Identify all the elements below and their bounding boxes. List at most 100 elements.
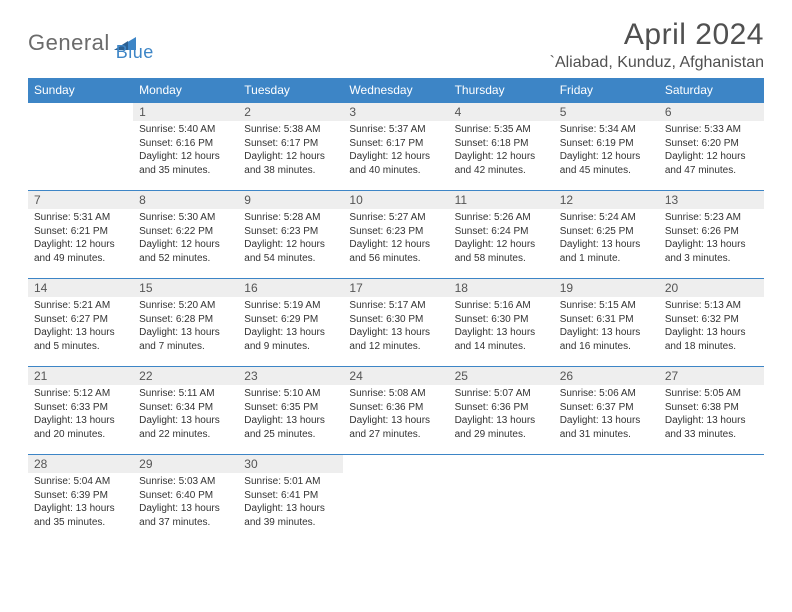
weekday-header: Friday <box>554 78 659 103</box>
weekday-header: Wednesday <box>343 78 448 103</box>
day-details: Sunrise: 5:21 AMSunset: 6:27 PMDaylight:… <box>28 297 133 357</box>
day-details: Sunrise: 5:20 AMSunset: 6:28 PMDaylight:… <box>133 297 238 357</box>
weekday-header: Thursday <box>449 78 554 103</box>
calendar-week-row: 14Sunrise: 5:21 AMSunset: 6:27 PMDayligh… <box>28 279 764 367</box>
day-number: 7 <box>28 191 133 209</box>
day-details: Sunrise: 5:24 AMSunset: 6:25 PMDaylight:… <box>554 209 659 269</box>
day-number: 28 <box>28 455 133 473</box>
day-number: 30 <box>238 455 343 473</box>
day-details: Sunrise: 5:15 AMSunset: 6:31 PMDaylight:… <box>554 297 659 357</box>
weekday-header: Tuesday <box>238 78 343 103</box>
day-number: 29 <box>133 455 238 473</box>
calendar-day-cell: 25Sunrise: 5:07 AMSunset: 6:36 PMDayligh… <box>449 367 554 455</box>
calendar-day-cell: 5Sunrise: 5:34 AMSunset: 6:19 PMDaylight… <box>554 103 659 191</box>
weekday-header: Saturday <box>659 78 764 103</box>
day-number: 23 <box>238 367 343 385</box>
location: `Aliabad, Kunduz, Afghanistan <box>550 54 764 72</box>
day-details: Sunrise: 5:27 AMSunset: 6:23 PMDaylight:… <box>343 209 448 269</box>
day-number: 12 <box>554 191 659 209</box>
calendar-day-cell: 7Sunrise: 5:31 AMSunset: 6:21 PMDaylight… <box>28 191 133 279</box>
calendar-day-cell: 18Sunrise: 5:16 AMSunset: 6:30 PMDayligh… <box>449 279 554 367</box>
day-number: 5 <box>554 103 659 121</box>
day-details: Sunrise: 5:33 AMSunset: 6:20 PMDaylight:… <box>659 121 764 181</box>
day-details: Sunrise: 5:11 AMSunset: 6:34 PMDaylight:… <box>133 385 238 445</box>
calendar-empty-cell <box>343 455 448 543</box>
day-details: Sunrise: 5:06 AMSunset: 6:37 PMDaylight:… <box>554 385 659 445</box>
calendar-day-cell: 6Sunrise: 5:33 AMSunset: 6:20 PMDaylight… <box>659 103 764 191</box>
calendar-table: SundayMondayTuesdayWednesdayThursdayFrid… <box>28 78 764 543</box>
day-number: 2 <box>238 103 343 121</box>
calendar-day-cell: 15Sunrise: 5:20 AMSunset: 6:28 PMDayligh… <box>133 279 238 367</box>
day-number: 13 <box>659 191 764 209</box>
calendar-day-cell: 13Sunrise: 5:23 AMSunset: 6:26 PMDayligh… <box>659 191 764 279</box>
day-number: 6 <box>659 103 764 121</box>
calendar-day-cell: 21Sunrise: 5:12 AMSunset: 6:33 PMDayligh… <box>28 367 133 455</box>
day-details: Sunrise: 5:10 AMSunset: 6:35 PMDaylight:… <box>238 385 343 445</box>
day-details: Sunrise: 5:05 AMSunset: 6:38 PMDaylight:… <box>659 385 764 445</box>
calendar-day-cell: 17Sunrise: 5:17 AMSunset: 6:30 PMDayligh… <box>343 279 448 367</box>
day-number: 19 <box>554 279 659 297</box>
calendar-day-cell: 19Sunrise: 5:15 AMSunset: 6:31 PMDayligh… <box>554 279 659 367</box>
day-number: 9 <box>238 191 343 209</box>
logo: General Blue <box>28 22 154 63</box>
calendar-week-row: 7Sunrise: 5:31 AMSunset: 6:21 PMDaylight… <box>28 191 764 279</box>
calendar-empty-cell <box>554 455 659 543</box>
day-number: 26 <box>554 367 659 385</box>
day-number: 18 <box>449 279 554 297</box>
day-details: Sunrise: 5:01 AMSunset: 6:41 PMDaylight:… <box>238 473 343 533</box>
day-details: Sunrise: 5:03 AMSunset: 6:40 PMDaylight:… <box>133 473 238 533</box>
day-details: Sunrise: 5:17 AMSunset: 6:30 PMDaylight:… <box>343 297 448 357</box>
day-number: 1 <box>133 103 238 121</box>
day-number: 15 <box>133 279 238 297</box>
day-number: 21 <box>28 367 133 385</box>
day-details: Sunrise: 5:40 AMSunset: 6:16 PMDaylight:… <box>133 121 238 181</box>
calendar-empty-cell <box>659 455 764 543</box>
calendar-day-cell: 2Sunrise: 5:38 AMSunset: 6:17 PMDaylight… <box>238 103 343 191</box>
day-number: 22 <box>133 367 238 385</box>
month-title: April 2024 <box>550 18 764 52</box>
day-details: Sunrise: 5:16 AMSunset: 6:30 PMDaylight:… <box>449 297 554 357</box>
day-details: Sunrise: 5:30 AMSunset: 6:22 PMDaylight:… <box>133 209 238 269</box>
calendar-day-cell: 20Sunrise: 5:13 AMSunset: 6:32 PMDayligh… <box>659 279 764 367</box>
day-number: 20 <box>659 279 764 297</box>
calendar-day-cell: 14Sunrise: 5:21 AMSunset: 6:27 PMDayligh… <box>28 279 133 367</box>
calendar-day-cell: 23Sunrise: 5:10 AMSunset: 6:35 PMDayligh… <box>238 367 343 455</box>
calendar-empty-cell <box>449 455 554 543</box>
calendar-day-cell: 26Sunrise: 5:06 AMSunset: 6:37 PMDayligh… <box>554 367 659 455</box>
calendar-day-cell: 8Sunrise: 5:30 AMSunset: 6:22 PMDaylight… <box>133 191 238 279</box>
calendar-day-cell: 30Sunrise: 5:01 AMSunset: 6:41 PMDayligh… <box>238 455 343 543</box>
calendar-day-cell: 1Sunrise: 5:40 AMSunset: 6:16 PMDaylight… <box>133 103 238 191</box>
calendar-day-cell: 29Sunrise: 5:03 AMSunset: 6:40 PMDayligh… <box>133 455 238 543</box>
day-number: 24 <box>343 367 448 385</box>
calendar-empty-cell <box>28 103 133 191</box>
day-number: 17 <box>343 279 448 297</box>
title-block: April 2024 `Aliabad, Kunduz, Afghanistan <box>550 18 764 72</box>
day-details: Sunrise: 5:31 AMSunset: 6:21 PMDaylight:… <box>28 209 133 269</box>
logo-word-1: General <box>28 30 110 56</box>
day-details: Sunrise: 5:26 AMSunset: 6:24 PMDaylight:… <box>449 209 554 269</box>
day-number: 10 <box>343 191 448 209</box>
calendar-day-cell: 28Sunrise: 5:04 AMSunset: 6:39 PMDayligh… <box>28 455 133 543</box>
calendar-day-cell: 22Sunrise: 5:11 AMSunset: 6:34 PMDayligh… <box>133 367 238 455</box>
day-number: 16 <box>238 279 343 297</box>
day-number: 27 <box>659 367 764 385</box>
calendar-day-cell: 24Sunrise: 5:08 AMSunset: 6:36 PMDayligh… <box>343 367 448 455</box>
calendar-body: 1Sunrise: 5:40 AMSunset: 6:16 PMDaylight… <box>28 103 764 543</box>
day-number: 25 <box>449 367 554 385</box>
day-details: Sunrise: 5:13 AMSunset: 6:32 PMDaylight:… <box>659 297 764 357</box>
day-details: Sunrise: 5:37 AMSunset: 6:17 PMDaylight:… <box>343 121 448 181</box>
calendar-day-cell: 4Sunrise: 5:35 AMSunset: 6:18 PMDaylight… <box>449 103 554 191</box>
day-details: Sunrise: 5:23 AMSunset: 6:26 PMDaylight:… <box>659 209 764 269</box>
weekday-header: Sunday <box>28 78 133 103</box>
day-number: 14 <box>28 279 133 297</box>
day-number: 11 <box>449 191 554 209</box>
header: General Blue April 2024 `Aliabad, Kunduz… <box>28 18 764 72</box>
day-details: Sunrise: 5:38 AMSunset: 6:17 PMDaylight:… <box>238 121 343 181</box>
calendar-day-cell: 12Sunrise: 5:24 AMSunset: 6:25 PMDayligh… <box>554 191 659 279</box>
day-number: 8 <box>133 191 238 209</box>
calendar-day-cell: 9Sunrise: 5:28 AMSunset: 6:23 PMDaylight… <box>238 191 343 279</box>
day-details: Sunrise: 5:12 AMSunset: 6:33 PMDaylight:… <box>28 385 133 445</box>
calendar-day-cell: 11Sunrise: 5:26 AMSunset: 6:24 PMDayligh… <box>449 191 554 279</box>
day-details: Sunrise: 5:34 AMSunset: 6:19 PMDaylight:… <box>554 121 659 181</box>
logo-word-2: Blue <box>116 42 154 63</box>
